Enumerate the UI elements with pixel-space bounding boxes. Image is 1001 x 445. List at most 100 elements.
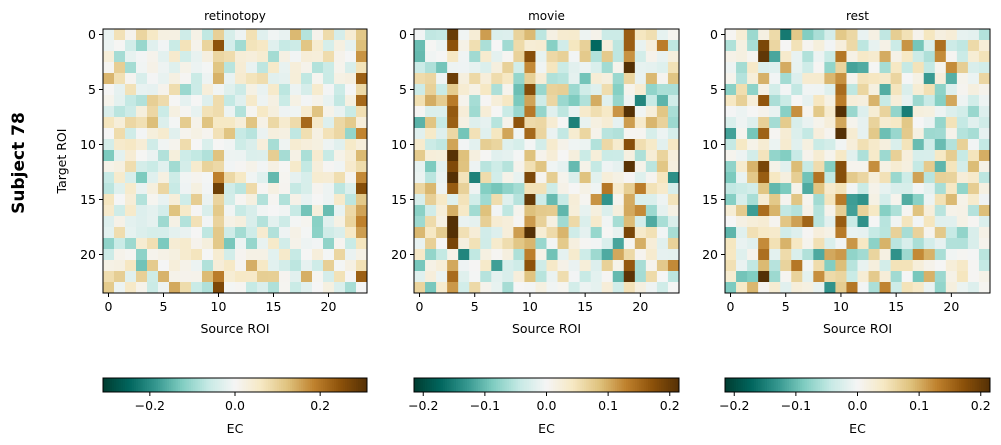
heatmap-cell [180,95,192,107]
heatmap-cell [568,29,581,41]
y-tick-label: 15 [80,192,96,207]
colorbar-segment [632,378,636,392]
heatmap-cell [312,260,324,272]
heatmap-cell [934,260,947,272]
heatmap-cell [414,29,426,41]
heatmap-cell [623,227,636,239]
colorbar-segment [169,378,172,392]
x-axis-label: Source ROI [823,321,892,336]
heatmap-cell [623,106,636,118]
heatmap-cell [667,161,680,173]
heatmap-cell [656,84,669,96]
heatmap-cell [356,271,368,283]
heatmap-cell [769,139,781,151]
heatmap-cell [590,205,603,217]
colorbar-segment [769,378,772,392]
heatmap-cell [447,260,459,272]
heatmap-cell [502,106,514,118]
heatmap-cell [656,282,669,294]
heatmap-cell [480,227,492,239]
colorbar-segment [939,378,942,392]
heatmap-cell [147,227,159,239]
heatmap-cell [301,106,313,118]
colorbar-segment [987,378,991,392]
heatmap-cell [235,29,247,41]
heatmap-cell [235,227,247,239]
heatmap-cell [956,84,969,96]
heatmap-cell [356,150,368,162]
heatmap-cell [945,271,958,283]
colorbar-segment [248,378,251,392]
heatmap-cell [978,117,991,129]
x-tick-label: 15 [577,299,593,314]
heatmap-cell [923,139,936,151]
heatmap-cell [301,282,313,294]
heatmap-cell [191,249,203,261]
heatmap-cell [901,271,914,283]
heatmap-cell [623,95,636,107]
heatmap-cell [224,271,236,283]
heatmap-cell [513,62,525,74]
colorbar-segment [566,378,569,392]
colorbar-tick-label: 0.2 [660,398,680,413]
heatmap-cell [524,51,536,63]
heatmap-cell [425,205,437,217]
colorbar-segment [621,378,625,392]
heatmap-cell [912,84,925,96]
heatmap-cell [590,40,603,52]
heatmap-cell [656,40,669,52]
heatmap-cell [835,227,847,239]
heatmap-cell [857,84,869,96]
heatmap-cell [612,29,625,41]
heatmap-cell [312,282,324,294]
colorbar-segment [531,378,534,392]
colorbar-segment [877,378,880,392]
heatmap-cell [667,150,680,162]
heatmap-cell [725,40,737,52]
heatmap-cell [546,29,558,41]
heatmap-cell [978,227,991,239]
heatmap-cell [791,40,803,52]
heatmap-cell [513,172,525,184]
colorbar-segment [517,378,521,392]
heatmap-cell [634,194,647,206]
colorbar-segment [265,378,269,392]
heatmap-cell [623,282,636,294]
heatmap-cell [923,128,936,140]
heatmap-cell [180,249,192,261]
colorbar-segment [241,378,245,392]
heatmap-cell [246,95,258,107]
heatmap-cell [579,282,592,294]
heatmap-cell [978,139,991,151]
heatmap-cell [513,73,525,85]
heatmap-cell [224,249,236,261]
heatmap-cell [458,73,470,85]
heatmap-cell [334,205,346,217]
heatmap-cell [268,216,280,228]
heatmap-cell [780,51,792,63]
heatmap-cell [447,194,459,206]
heatmap-cell [791,106,803,118]
heatmap-cell [912,139,925,151]
heatmap-cell [901,106,914,118]
heatmap-cell [901,282,914,294]
heatmap-cell [612,183,625,195]
heatmap-cell [667,73,680,85]
heatmap-cell [169,29,181,41]
heatmap-cell [213,238,225,250]
heatmap-cell [725,282,737,294]
heatmap-cell [769,249,781,261]
heatmap-cell [480,271,492,283]
heatmap-cell [158,150,170,162]
heatmap-cell [791,95,803,107]
heatmap-cell [912,249,925,261]
heatmap-cell [312,227,324,239]
heatmap-cell [835,238,847,250]
heatmap-cell [301,249,313,261]
colorbar-segment [495,378,499,392]
heatmap-cell [103,271,115,283]
heatmap-cell [747,117,759,129]
heatmap-cell [813,172,825,184]
heatmap-cell [747,238,759,250]
colorbar-segment [670,378,673,392]
